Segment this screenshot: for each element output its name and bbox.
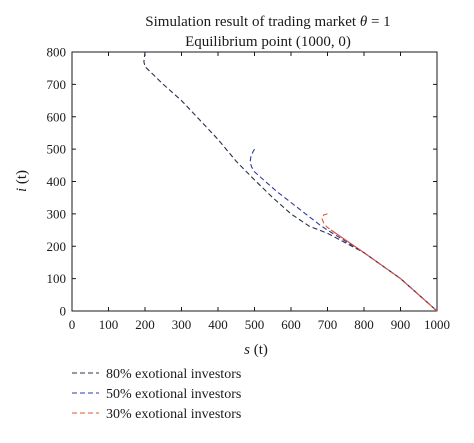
plot-area: 0 100 200 300 400 500 600 700 800 900 1000 0 100 200… <box>47 45 451 333</box>
y-axis-label: i (t) <box>14 170 30 192</box>
y-axis-label-arg: (t) <box>14 170 30 188</box>
x-tick-label: 600 <box>281 317 301 332</box>
x-tick-label: 200 <box>135 317 155 332</box>
x-tick-label: 800 <box>354 317 374 332</box>
series-lines <box>143 51 438 312</box>
x-tick-label: 100 <box>99 317 119 332</box>
legend-label-2: 50% exotional investors <box>106 387 241 402</box>
y-tick-label: 500 <box>47 142 67 157</box>
legend-label-1: 80% exotional investors <box>106 367 241 382</box>
y-tick-label: 100 <box>47 271 67 286</box>
x-tick-label: 1000 <box>424 317 450 332</box>
y-axis-label-var: i <box>14 188 30 192</box>
x-tick-label: 900 <box>391 317 411 332</box>
chart-title: Simulation result of trading market θ = … <box>145 14 390 30</box>
legend-label-3: 30% exotional investors <box>106 407 241 422</box>
x-tick-label: 700 <box>318 317 338 332</box>
series-line-2 <box>249 148 438 312</box>
y-tick-label: 700 <box>47 77 67 92</box>
series-line-3 <box>321 213 438 312</box>
x-axis-label-var: s <box>244 342 250 358</box>
x-axis: 0 100 200 300 400 500 600 700 800 900 1000 <box>69 52 450 332</box>
y-tick-label: 400 <box>47 174 67 189</box>
legend: 80% exotional investors 50% exotional inv… <box>72 367 241 422</box>
y-tick-label: 300 <box>47 206 67 221</box>
y-tick-label: 0 <box>60 304 67 319</box>
series-line-1 <box>143 51 438 312</box>
x-axis-label-arg: (t) <box>250 342 268 358</box>
chart-title-suffix: = 1 <box>367 14 390 30</box>
y-axis: 0 100 200 300 400 500 600 700 800 <box>47 45 437 319</box>
plot-frame <box>71 51 438 312</box>
x-tick-label: 500 <box>245 317 265 332</box>
y-tick-label: 800 <box>47 45 67 60</box>
x-tick-label: 0 <box>69 317 76 332</box>
chart-title-symbol: θ <box>360 14 368 30</box>
x-axis-label: s (t) <box>244 342 268 358</box>
chart-title-text: Simulation result of trading market <box>145 14 360 30</box>
chart-subtitle: Equilibrium point (1000, 0) <box>185 34 351 50</box>
x-tick-label: 400 <box>208 317 228 332</box>
series-convergent-tail <box>330 229 438 312</box>
y-tick-label: 200 <box>47 239 67 254</box>
y-tick-label: 600 <box>47 109 67 124</box>
x-tick-label: 300 <box>172 317 192 332</box>
